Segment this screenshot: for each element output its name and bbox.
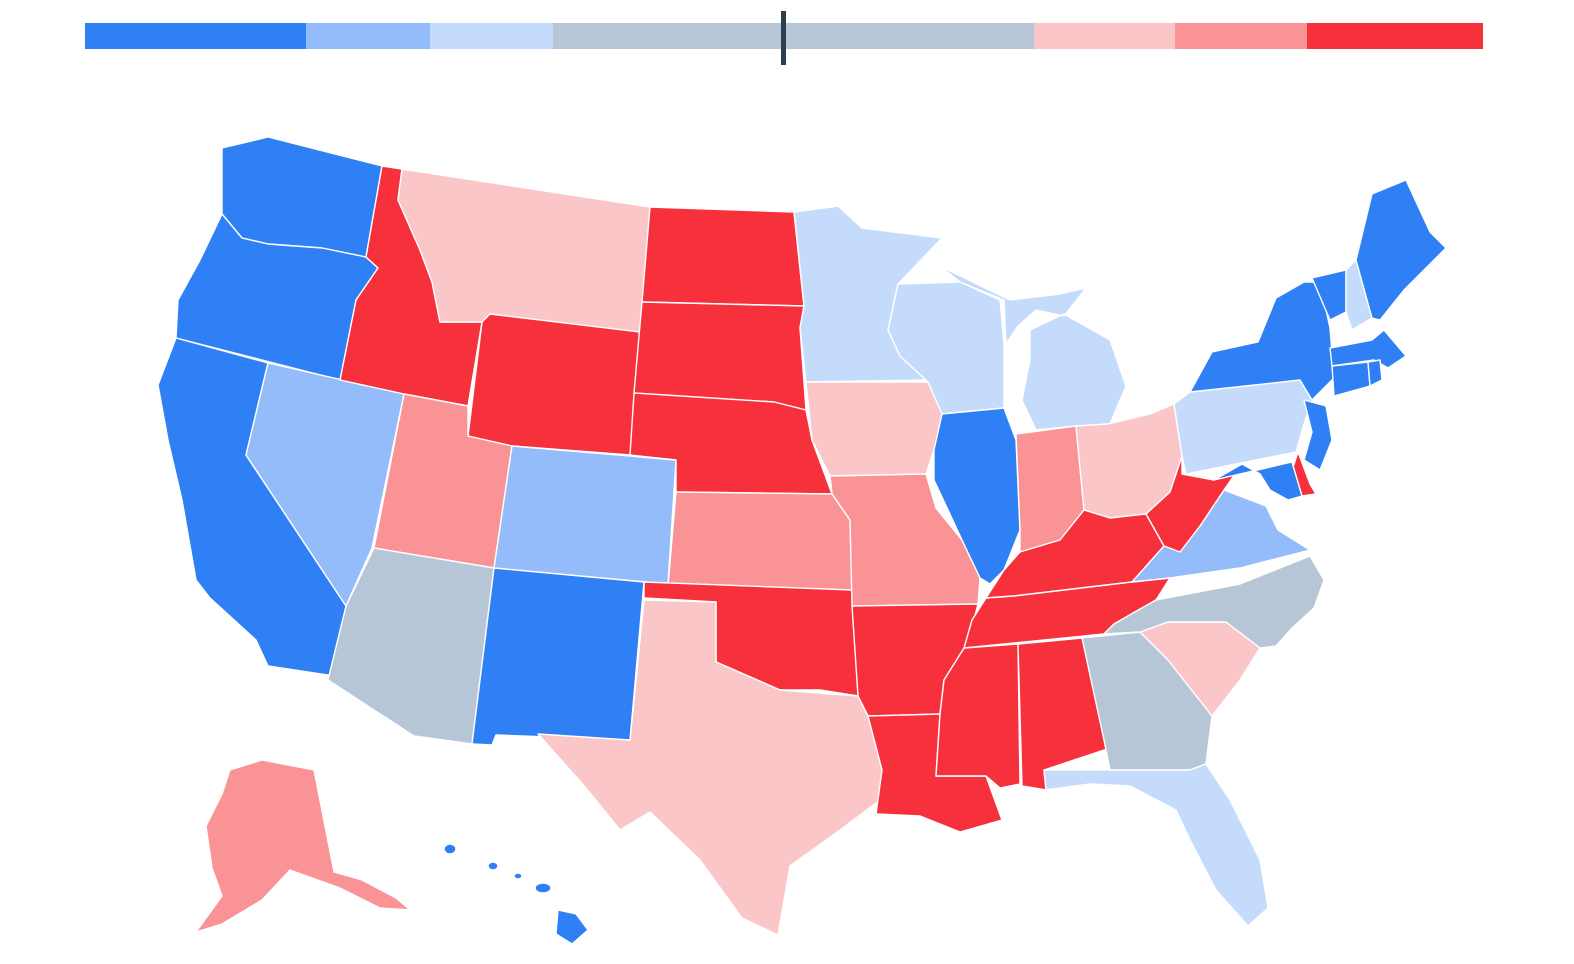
state-nj[interactable] <box>1303 399 1333 471</box>
state-nh[interactable] <box>1345 259 1373 331</box>
rating-scale-bar <box>85 11 1483 65</box>
state-fl[interactable] <box>1043 763 1269 927</box>
state-nd[interactable] <box>641 206 805 307</box>
state-co[interactable] <box>493 445 677 585</box>
state-ia[interactable] <box>805 381 949 477</box>
scale-midpoint-marker <box>781 11 786 65</box>
state-mo[interactable] <box>829 473 981 607</box>
scale-segment-tossup <box>553 23 1034 49</box>
state-me[interactable] <box>1355 179 1447 321</box>
scale-segment-likely-r <box>1175 23 1307 49</box>
us-states-map <box>157 136 1447 945</box>
state-ak[interactable] <box>195 759 411 933</box>
state-ny[interactable] <box>1189 281 1335 401</box>
state-nm[interactable] <box>471 567 645 746</box>
state-ks[interactable] <box>667 491 853 591</box>
state-ri[interactable] <box>1367 359 1383 387</box>
state-ct[interactable] <box>1331 361 1371 397</box>
state-nc[interactable] <box>1103 555 1325 649</box>
state-pa[interactable] <box>1173 379 1313 475</box>
scale-segment-likely-d <box>306 23 430 49</box>
state-il[interactable] <box>933 407 1021 585</box>
scale-segment-lean-r <box>1034 23 1175 49</box>
scale-segment-solid-r <box>1307 23 1483 49</box>
state-wy[interactable] <box>467 313 641 456</box>
scale-segment-solid-d <box>85 23 306 49</box>
state-md[interactable] <box>1213 461 1303 501</box>
scale-segment-lean-d <box>430 23 553 49</box>
state-sd[interactable] <box>633 301 807 411</box>
state-hi[interactable] <box>443 843 589 945</box>
